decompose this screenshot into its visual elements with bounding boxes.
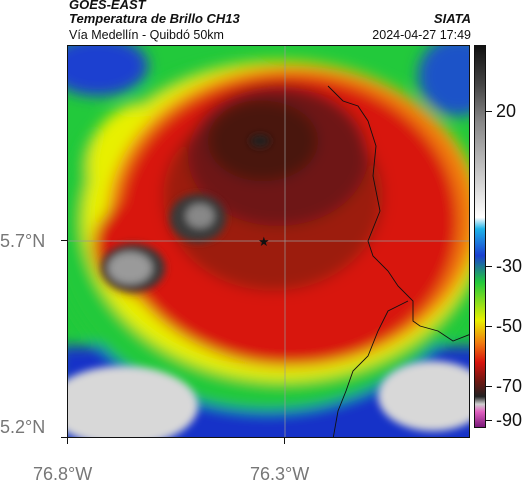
- agency-label: SIATA: [433, 11, 471, 26]
- colorbar-label-minus50: -50: [496, 316, 523, 336]
- map-canvas: ★: [68, 46, 469, 437]
- lat-label-57: 5.7°N: [0, 231, 46, 251]
- clear-patch-southwest: [68, 366, 198, 437]
- colorbar-tick: [486, 111, 492, 112]
- lat-tick: [61, 240, 67, 241]
- colorbar-label-minus70: -70: [496, 376, 523, 396]
- colorbar-label-minus90: -90: [496, 410, 523, 430]
- lon-tick: [284, 438, 285, 444]
- lon-tick: [67, 438, 68, 444]
- brightness-temperature-map: ★: [67, 45, 470, 438]
- colorbar-tick: [486, 386, 492, 387]
- colorbar-label-20: 20: [496, 101, 517, 121]
- location-star-icon: ★: [258, 235, 270, 250]
- lon-label-768: 76.8°W: [33, 464, 93, 484]
- colorbar-tick: [486, 266, 492, 267]
- satellite-title: GOES-EAST: [69, 0, 146, 12]
- colorbar: [474, 45, 486, 428]
- datetime-label: 2024-04-27 17:49: [372, 28, 471, 42]
- lon-label-763: 76.3°W: [250, 464, 310, 484]
- cold-top-center: [186, 204, 214, 228]
- clear-patch-southeast: [378, 361, 469, 431]
- river-line: [332, 300, 409, 437]
- colorbar-label-minus30: -30: [496, 256, 523, 276]
- colorbar-tick: [486, 326, 492, 327]
- product-title: Temperatura de Brillo CH13: [69, 11, 240, 26]
- colorbar-tick: [486, 420, 492, 421]
- lat-label-52: 5.2°N: [0, 417, 46, 437]
- route-subtitle: Vía Medellín - Quibdó 50km: [69, 28, 224, 42]
- cold-top-west: [108, 252, 152, 284]
- lat-tick: [61, 437, 67, 438]
- boundary-line: [327, 85, 469, 342]
